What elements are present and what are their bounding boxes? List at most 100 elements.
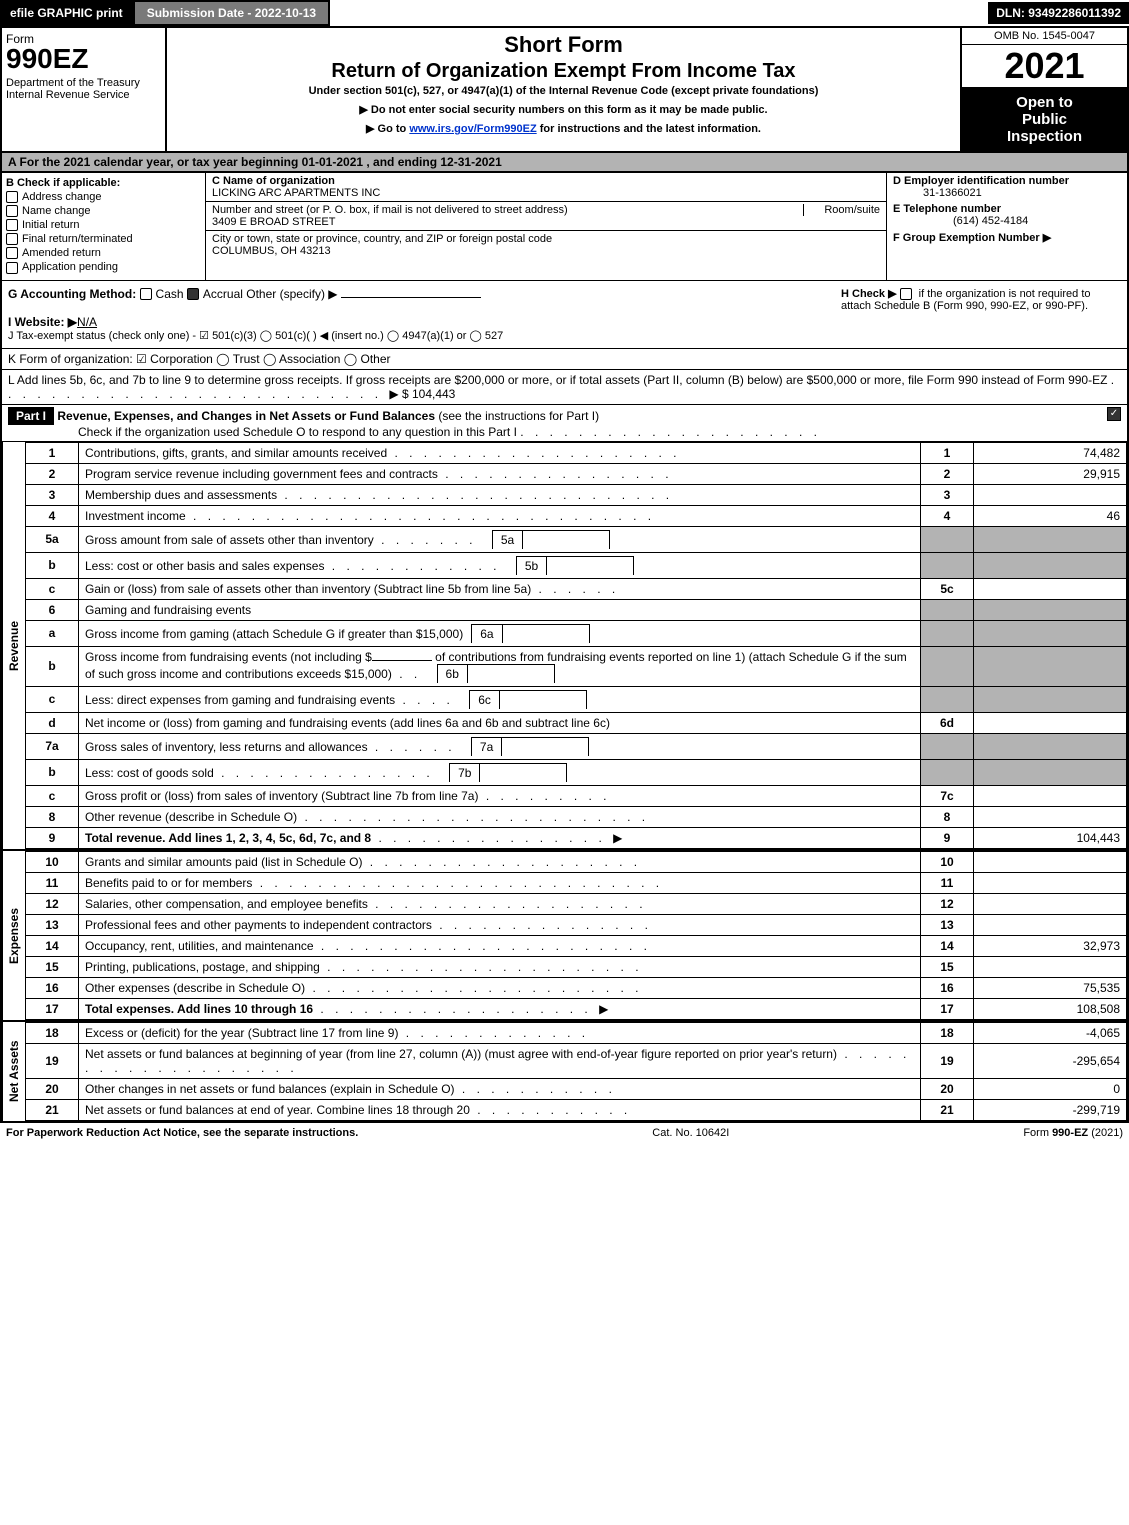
header-left: Form 990EZ Department of the Treasury In… [2,28,167,151]
revenue-sidebar: Revenue [2,442,25,849]
line-5c: cGain or (loss) from sale of assets othe… [26,578,1127,599]
line-7b: bLess: cost of goods sold . . . . . . . … [26,759,1127,785]
line-7c: cGross profit or (loss) from sales of in… [26,785,1127,806]
line-19: 19Net assets or fund balances at beginni… [26,1043,1127,1078]
line-6a: aGross income from gaming (attach Schedu… [26,620,1127,646]
netassets-section: Net Assets 18Excess or (deficit) for the… [0,1022,1129,1123]
line-6: 6Gaming and fundraising events [26,599,1127,620]
netassets-table: 18Excess or (deficit) for the year (Subt… [25,1022,1127,1121]
check-initial-return[interactable]: Initial return [6,219,201,231]
check-address-change[interactable]: Address change [6,191,201,203]
footer: For Paperwork Reduction Act Notice, see … [0,1123,1129,1143]
line-4-value: 46 [974,505,1127,526]
header-right: OMB No. 1545-0047 2021 Open to Public In… [962,28,1127,151]
website-value: N/A [77,315,97,329]
line-16: 16Other expenses (describe in Schedule O… [26,977,1127,998]
irs-link[interactable]: www.irs.gov/Form990EZ [409,123,536,135]
dln-label: DLN: 93492286011392 [988,2,1129,24]
row-k: K Form of organization: ☑ Corporation ◯ … [0,349,1129,370]
top-bar: efile GRAPHIC print Submission Date - 20… [0,0,1129,28]
line-9: 9Total revenue. Add lines 1, 2, 3, 4, 5c… [26,827,1127,848]
org-name: LICKING ARC APARTMENTS INC [212,187,380,199]
line-18: 18Excess or (deficit) for the year (Subt… [26,1022,1127,1043]
line-6b: bGross income from fundraising events (n… [26,646,1127,686]
form-number: 990EZ [6,46,161,71]
expenses-sidebar: Expenses [2,851,25,1020]
line-16-value: 75,535 [974,977,1127,998]
line-10: 10Grants and similar amounts paid (list … [26,851,1127,872]
submission-date-button[interactable]: Submission Date - 2022-10-13 [133,0,330,26]
return-title: Return of Organization Exempt From Incom… [171,60,956,83]
line-4: 4Investment income . . . . . . . . . . .… [26,505,1127,526]
efile-print-button[interactable]: efile GRAPHIC print [0,0,133,26]
check-accrual[interactable] [187,288,199,300]
check-final-return[interactable]: Final return/terminated [6,233,201,245]
ssn-warning: ▶ Do not enter social security numbers o… [171,103,956,116]
line-5a: 5aGross amount from sale of assets other… [26,526,1127,552]
line-6d: dNet income or (loss) from gaming and fu… [26,712,1127,733]
ein-value: 31-1366021 [893,187,982,199]
box-c: C Name of organization LICKING ARC APART… [206,173,887,280]
form-header: Form 990EZ Department of the Treasury In… [0,28,1129,153]
line-20-value: 0 [974,1078,1127,1099]
line-7a: 7aGross sales of inventory, less returns… [26,733,1127,759]
line-1: 1Contributions, gifts, grants, and simil… [26,442,1127,463]
row-g: G Accounting Method: Cash Accrual Other … [2,281,835,348]
group-exemption-row: F Group Exemption Number ▶ [887,229,1127,246]
street-row: Number and street (or P. O. box, if mail… [206,202,886,231]
line-13: 13Professional fees and other payments t… [26,914,1127,935]
city-address: COLUMBUS, OH 43213 [212,245,331,257]
section-gh: G Accounting Method: Cash Accrual Other … [0,281,1129,349]
row-j: J Tax-exempt status (check only one) - ☑… [8,329,829,342]
org-name-row: C Name of organization LICKING ARC APART… [206,173,886,202]
line-18-value: -4,065 [974,1022,1127,1043]
netassets-sidebar: Net Assets [2,1022,25,1121]
city-row: City or town, state or province, country… [206,231,886,259]
header-center: Short Form Return of Organization Exempt… [167,28,962,151]
row-i: I Website: ▶N/A [8,315,829,329]
line-9-value: 104,443 [974,827,1127,848]
box-def: D Employer identification number 31-1366… [887,173,1127,280]
line-21-value: -299,719 [974,1099,1127,1120]
revenue-table: 1Contributions, gifts, grants, and simil… [25,442,1127,849]
subtitle: Under section 501(c), 527, or 4947(a)(1)… [171,85,956,97]
part1-title: Revenue, Expenses, and Changes in Net As… [57,409,435,423]
goto-line: ▶ Go to www.irs.gov/Form990EZ for instru… [171,122,956,135]
phone-value: (614) 452-4184 [893,215,1028,227]
line-17-value: 108,508 [974,998,1127,1019]
check-h[interactable] [900,288,912,300]
check-cash[interactable] [140,288,152,300]
line-17: 17Total expenses. Add lines 10 through 1… [26,998,1127,1019]
part1-label: Part I [8,407,54,425]
check-application-pending[interactable]: Application pending [6,261,201,273]
row-l: L Add lines 5b, 6c, and 7b to line 9 to … [0,370,1129,405]
line-12: 12Salaries, other compensation, and empl… [26,893,1127,914]
schedule-o-check-icon[interactable]: ✓ [1107,407,1121,421]
other-specify-field[interactable] [341,297,481,298]
part1-header-row: Part I Revenue, Expenses, and Changes in… [0,405,1129,442]
footer-left: For Paperwork Reduction Act Notice, see … [6,1127,358,1139]
line-2: 2Program service revenue including gover… [26,463,1127,484]
check-name-change[interactable]: Name change [6,205,201,217]
line-14: 14Occupancy, rent, utilities, and mainte… [26,935,1127,956]
part1-subtitle: (see the instructions for Part I) [438,409,599,423]
line-15: 15Printing, publications, postage, and s… [26,956,1127,977]
check-amended-return[interactable]: Amended return [6,247,201,259]
line-11: 11Benefits paid to or for members . . . … [26,872,1127,893]
line-3: 3Membership dues and assessments . . . .… [26,484,1127,505]
expenses-table: 10Grants and similar amounts paid (list … [25,851,1127,1020]
phone-row: E Telephone number (614) 452-4184 [887,201,1127,229]
line-21: 21Net assets or fund balances at end of … [26,1099,1127,1120]
part1-check-line: Check if the organization used Schedule … [8,425,517,439]
box-b: B Check if applicable: Address change Na… [2,173,206,280]
line-5b: bLess: cost or other basis and sales exp… [26,552,1127,578]
footer-center: Cat. No. 10642I [652,1127,729,1139]
section-bcdef: B Check if applicable: Address change Na… [0,173,1129,281]
revenue-section: Revenue 1Contributions, gifts, grants, a… [0,442,1129,851]
expenses-section: Expenses 10Grants and similar amounts pa… [0,851,1129,1022]
box-b-title: B Check if applicable: [6,177,201,189]
row-h: H Check ▶ if the organization is not req… [835,281,1127,348]
short-form-title: Short Form [171,32,956,58]
line-19-value: -295,654 [974,1043,1127,1078]
top-left-buttons: efile GRAPHIC print Submission Date - 20… [0,0,330,26]
